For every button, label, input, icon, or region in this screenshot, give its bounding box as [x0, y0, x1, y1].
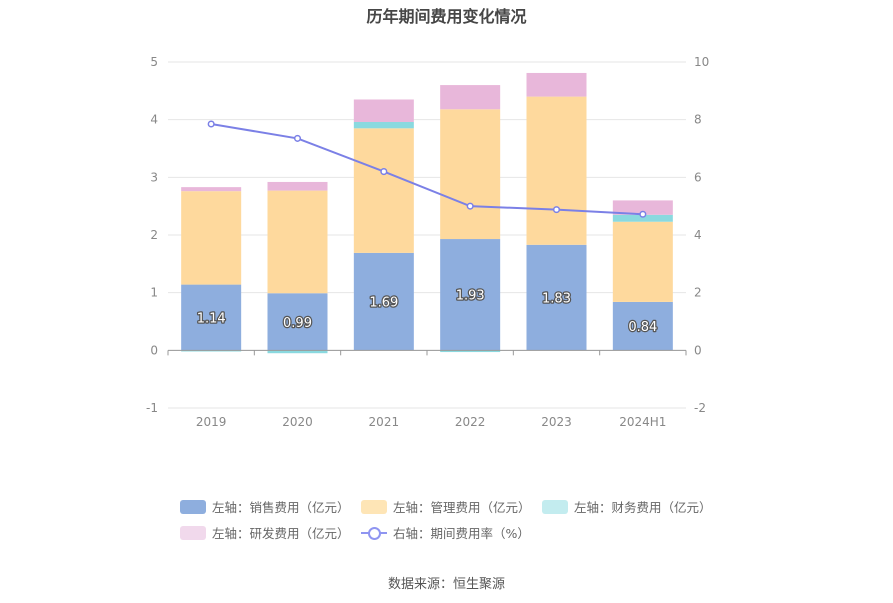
bar-segment-rnd — [353, 99, 414, 122]
left-axis-tick-label: 1 — [150, 286, 158, 300]
data-label-sales: 1.93 — [456, 289, 485, 304]
legend-item-rnd[interactable]: 左轴：研发费用（亿元） — [180, 523, 350, 542]
bar-segment-rnd — [267, 181, 328, 191]
expense-rate-point — [639, 210, 647, 218]
right-axis-tick-label: 10 — [694, 55, 709, 69]
right-axis-tick-label: 8 — [694, 113, 702, 127]
legend-swatch-admin — [361, 499, 387, 514]
bar-segment-rnd — [181, 187, 242, 192]
bar-segment-finance — [181, 350, 242, 352]
legend-item-expense-rate[interactable]: 右轴：期间费用率（%） — [361, 523, 530, 542]
bar-segment-sales — [440, 239, 501, 351]
bar-segment-admin — [267, 190, 328, 294]
expense-rate-point — [380, 168, 388, 176]
bar-segment-sales — [353, 252, 414, 351]
data-label-sales: 0.99 — [283, 316, 312, 331]
bar-segment-rnd — [526, 72, 587, 97]
bar-segment-finance — [267, 350, 328, 354]
bar-segment-sales — [526, 244, 587, 351]
bar-segment-rnd — [612, 200, 673, 215]
bar-segment-sales — [181, 284, 242, 351]
expense-rate-point — [293, 134, 302, 142]
data-label-sales: 1.69 — [369, 296, 398, 311]
data-label-sales: 1.14 — [197, 311, 226, 326]
bar-segment-finance — [612, 214, 673, 222]
right-axis-tick-label: 4 — [694, 228, 702, 242]
legend-label-admin: 左轴：管理费用（亿元） — [393, 500, 531, 515]
left-axis-tick-label: 5 — [150, 55, 158, 69]
expense-rate-point — [207, 120, 215, 128]
left-axis-tick-label: 0 — [150, 343, 158, 357]
x-axis-tick-label: 2020 — [282, 415, 313, 429]
legend-line-icon — [361, 526, 387, 540]
bar-segment-finance — [440, 350, 501, 353]
bar-segment-admin — [440, 109, 501, 240]
x-axis-tick-label: 2024H1 — [619, 415, 666, 429]
left-axis-tick-label: 4 — [150, 113, 158, 127]
bar-segment-admin — [612, 221, 673, 302]
right-axis-tick-label: 2 — [694, 286, 702, 300]
expense-rate-line — [211, 123, 643, 216]
legend-item-admin[interactable]: 左轴：管理费用（亿元） — [361, 497, 531, 516]
left-axis-tick-label: 2 — [150, 228, 158, 242]
legend-label-sales: 左轴：销售费用（亿元） — [212, 500, 350, 515]
legend-label-rnd: 左轴：研发费用（亿元） — [212, 526, 350, 541]
source-note: 数据来源：恒生聚源 — [387, 577, 505, 592]
legend-item-sales[interactable]: 左轴：销售费用（亿元） — [180, 497, 350, 516]
bar-segment-sales — [612, 301, 673, 351]
legend-label-expense-rate: 右轴：期间费用率（%） — [393, 526, 530, 541]
legend-swatch-sales — [180, 499, 206, 514]
right-axis-tick-label: -2 — [694, 401, 706, 415]
legend-item-finance[interactable]: 左轴：财务费用（亿元） — [542, 497, 712, 516]
left-axis-tick-label: 3 — [150, 170, 158, 184]
bar-segment-admin — [181, 191, 242, 285]
chart-title: 历年期间费用变化情况 — [366, 7, 527, 26]
data-label-sales: 1.83 — [542, 292, 571, 307]
bar-segment-admin — [353, 128, 414, 253]
x-axis-tick-label: 2019 — [196, 415, 227, 429]
legend-swatch-finance — [542, 499, 568, 514]
right-axis-tick-label: 0 — [694, 343, 702, 357]
bar-segment-rnd — [440, 85, 501, 110]
x-axis-tick-label: 2021 — [369, 415, 400, 429]
expense-rate-point — [552, 206, 561, 214]
data-label-sales: 0.84 — [628, 320, 657, 335]
x-axis-tick-label: 2022 — [455, 415, 486, 429]
bar-segment-sales — [267, 293, 328, 351]
legend-label-finance: 左轴：财务费用（亿元） — [574, 500, 712, 515]
right-axis-tick-label: 6 — [694, 170, 702, 184]
expense-rate-point — [466, 202, 474, 210]
bar-segment-finance — [353, 121, 414, 129]
left-axis-tick-label: -1 — [146, 401, 158, 415]
bar-segment-admin — [526, 96, 587, 245]
legend-swatch-rnd — [180, 525, 206, 540]
x-axis-tick-label: 2023 — [541, 415, 572, 429]
